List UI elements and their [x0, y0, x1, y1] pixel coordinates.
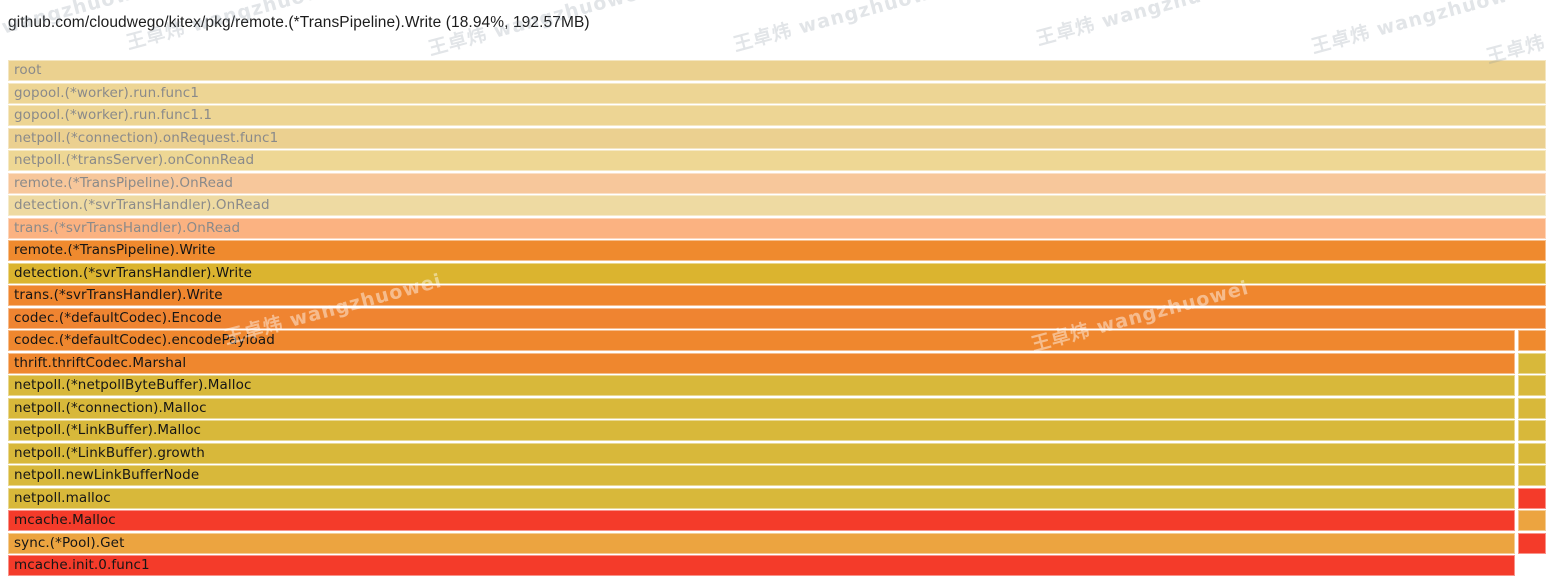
flame-frame-side[interactable]: [1518, 487, 1546, 509]
flame-frame[interactable]: netpoll.(*transServer).onConnRead: [8, 150, 1546, 171]
flame-frame-label: gopool.(*worker).run.func1: [14, 84, 200, 101]
flame-frame[interactable]: gopool.(*worker).run.func1: [8, 82, 1546, 104]
flame-frame-label: detection.(*svrTransHandler).Write: [14, 264, 253, 281]
flame-frame[interactable]: root: [8, 60, 1546, 81]
flame-frame-label: netpoll.(*LinkBuffer).Malloc: [14, 422, 202, 438]
flame-frame-label: remote.(*TransPipeline).OnRead: [14, 174, 234, 191]
flame-frame-side[interactable]: [1518, 375, 1546, 396]
flame-frame[interactable]: netpoll.malloc: [8, 487, 1515, 509]
flame-frame-label: netpoll.(*LinkBuffer).growth: [14, 444, 205, 461]
flame-frame[interactable]: mcache.init.0.func1: [8, 555, 1515, 576]
flamegraph-title: github.com/cloudwego/kitex/pkg/remote.(*…: [8, 14, 590, 31]
flame-frame[interactable]: sync.(*Pool).Get: [8, 532, 1515, 554]
flame-frame-label: sync.(*Pool).Get: [14, 534, 125, 551]
flame-frame[interactable]: remote.(*TransPipeline).OnRead: [8, 172, 1546, 194]
flame-frame-label: codec.(*defaultCodec).encodePayload: [14, 332, 275, 348]
flame-frame[interactable]: detection.(*svrTransHandler).Write: [8, 262, 1546, 284]
flame-frame-label: root: [14, 62, 42, 78]
flame-frame-label: trans.(*svrTransHandler).OnRead: [14, 219, 241, 236]
flame-frame[interactable]: netpoll.(*netpollByteBuffer).Malloc: [8, 375, 1515, 396]
flame-frame-label: netpoll.(*connection).Malloc: [14, 399, 207, 416]
flame-frame-label: detection.(*svrTransHandler).OnRead: [14, 197, 270, 213]
flame-frame-label: gopool.(*worker).run.func1.1: [14, 107, 213, 123]
flame-frame-side[interactable]: [1518, 510, 1546, 531]
flame-frame-label: netpoll.newLinkBufferNode: [14, 467, 200, 483]
flame-frame-label: netpoll.(*transServer).onConnRead: [14, 152, 255, 168]
flame-frame[interactable]: mcache.Malloc: [8, 510, 1515, 531]
flame-frame-side[interactable]: [1518, 442, 1546, 464]
flame-frame-side[interactable]: [1518, 330, 1546, 351]
flame-frame[interactable]: remote.(*TransPipeline).Write: [8, 240, 1546, 261]
flame-frame[interactable]: gopool.(*worker).run.func1.1: [8, 105, 1546, 126]
flame-frame[interactable]: netpoll.(*connection).onRequest.func1: [8, 127, 1546, 149]
flame-frame-side[interactable]: [1518, 465, 1546, 486]
flame-frame-label: mcache.Malloc: [14, 512, 116, 528]
flame-frame-side[interactable]: [1518, 352, 1546, 374]
flame-frame[interactable]: netpoll.(*LinkBuffer).growth: [8, 442, 1515, 464]
flame-frame-label: remote.(*TransPipeline).Write: [14, 242, 216, 258]
flame-frame-side[interactable]: [1518, 397, 1546, 419]
flame-frame[interactable]: netpoll.(*connection).Malloc: [8, 397, 1515, 419]
flame-frame-label: netpoll.malloc: [14, 489, 111, 506]
flame-frame[interactable]: codec.(*defaultCodec).encodePayload: [8, 330, 1515, 351]
flame-frame[interactable]: detection.(*svrTransHandler).OnRead: [8, 195, 1546, 216]
flame-frame[interactable]: trans.(*svrTransHandler).Write: [8, 285, 1546, 306]
flame-frame[interactable]: thrift.thriftCodec.Marshal: [8, 352, 1515, 374]
flame-frame[interactable]: trans.(*svrTransHandler).OnRead: [8, 217, 1546, 239]
flame-frame-label: netpoll.(*connection).onRequest.func1: [14, 129, 279, 146]
flame-frame-label: thrift.thriftCodec.Marshal: [14, 354, 187, 371]
flame-frame-label: netpoll.(*netpollByteBuffer).Malloc: [14, 377, 252, 393]
flame-frame[interactable]: codec.(*defaultCodec).Encode: [8, 307, 1546, 329]
flame-frame-side[interactable]: [1518, 532, 1546, 554]
flame-frame-label: trans.(*svrTransHandler).Write: [14, 287, 223, 303]
flame-frame-label: codec.(*defaultCodec).Encode: [14, 309, 222, 326]
flame-frame-label: mcache.init.0.func1: [14, 557, 150, 573]
flame-frame[interactable]: netpoll.newLinkBufferNode: [8, 465, 1515, 486]
flame-frame-side[interactable]: [1518, 420, 1546, 441]
flame-frame[interactable]: netpoll.(*LinkBuffer).Malloc: [8, 420, 1515, 441]
